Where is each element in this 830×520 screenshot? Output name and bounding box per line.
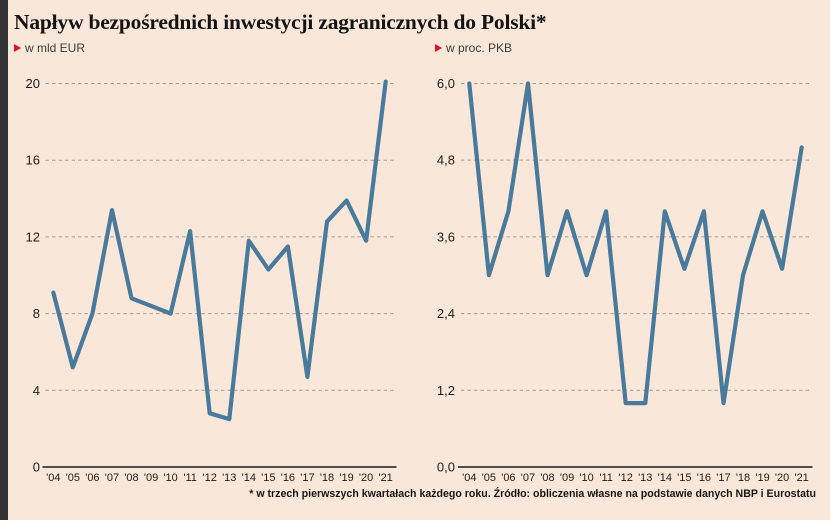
chart-mld-eur: 0 4 8 12 16 20 '04 '05 '06 '07 '08 '09 '10 '11 '12 '13 '…: [26, 76, 397, 484]
y-tick-label: 1,2: [437, 383, 455, 398]
x-tick-label: '18: [320, 472, 334, 484]
chart-left-label-text: w mld EUR: [25, 41, 86, 55]
x-tick-label: '09: [560, 472, 574, 484]
x-tick-label: '08: [124, 472, 138, 484]
x-tick-label: '19: [339, 472, 353, 484]
x-tick-label: '07: [105, 472, 119, 484]
x-tick-label: '14: [242, 472, 256, 484]
y-tick-label: 20: [26, 76, 40, 91]
chart-right-label-text: w proc. PKB: [446, 41, 513, 55]
x-tick-label: '07: [521, 472, 535, 484]
left-edge-bar: [0, 0, 8, 520]
x-tick-label: '15: [261, 472, 275, 484]
x-tick-label: '04: [462, 472, 476, 484]
data-line: [467, 81, 804, 406]
x-tick-label: '14: [658, 472, 672, 484]
y-tick-label: 0: [33, 460, 40, 475]
x-tick-label: '13: [638, 472, 652, 484]
x-tick-label: '17: [716, 472, 730, 484]
x-tick-label: '11: [183, 472, 197, 484]
x-tick-label: '18: [736, 472, 750, 484]
chart-proc-pkb: 0,0 1,2 2,4 3,6 4,8 6,0 '04 '05 '06 '07 '08 '09 '10 '…: [437, 76, 813, 484]
y-tick-label: 0,0: [437, 460, 455, 475]
x-tick-label: '20: [359, 472, 373, 484]
y-tick-label: 4,8: [437, 153, 455, 168]
x-tick-label: '13: [222, 472, 236, 484]
x-tick-label: '15: [677, 472, 691, 484]
y-tick-label: 16: [26, 153, 40, 168]
x-tick-label: '08: [540, 472, 554, 484]
x-tick-label: '09: [144, 472, 158, 484]
x-tick-label: '12: [619, 472, 633, 484]
x-tick-label: '04: [46, 472, 60, 484]
x-tick-label: '16: [281, 472, 295, 484]
red-triangle-icon: [435, 44, 442, 52]
y-tick-label: 2,4: [437, 306, 455, 321]
x-tick-label: '10: [579, 472, 593, 484]
x-tick-label: '05: [482, 472, 496, 484]
x-tick-label: '16: [697, 472, 711, 484]
red-triangle-icon: [14, 44, 21, 52]
footnote: * w trzech pierwszych kwartałach każdego…: [249, 488, 816, 500]
x-tick-label: '06: [501, 472, 515, 484]
chart-left-label: w mld EUR: [14, 41, 85, 55]
x-tick-label: '12: [203, 472, 217, 484]
x-tick-label: '21: [794, 472, 808, 484]
y-tick-label: 4: [33, 383, 40, 398]
x-tick-label: '20: [775, 472, 789, 484]
x-tick-label: '05: [66, 472, 80, 484]
x-tick-label: '17: [300, 472, 314, 484]
x-tick-label: '21: [378, 472, 392, 484]
y-tick-label: 12: [26, 229, 40, 244]
page-title: Napływ bezpośrednich inwestycji zagranic…: [14, 10, 547, 34]
x-tick-label: '11: [599, 472, 613, 484]
y-tick-label: 8: [33, 306, 40, 321]
x-tick-label: '06: [85, 472, 99, 484]
chart-right-label: w proc. PKB: [435, 41, 512, 55]
y-tick-label: 6,0: [437, 76, 455, 91]
x-tick-label: '19: [755, 472, 769, 484]
x-tick-label: '10: [163, 472, 177, 484]
data-line: [51, 79, 388, 422]
y-tick-label: 3,6: [437, 229, 455, 244]
